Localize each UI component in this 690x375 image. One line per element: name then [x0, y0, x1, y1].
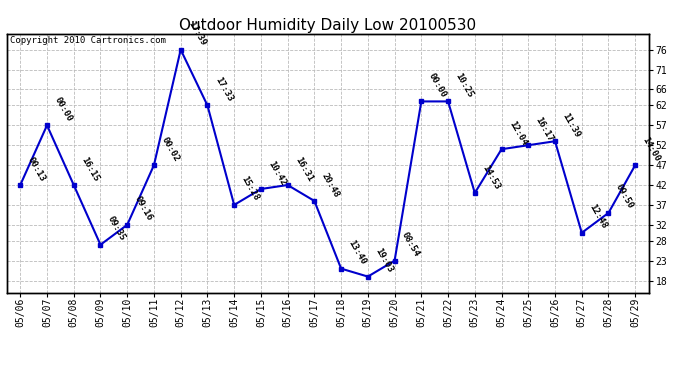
- Text: 17:33: 17:33: [213, 75, 234, 103]
- Text: 13:40: 13:40: [346, 238, 368, 267]
- Text: 00:00: 00:00: [427, 72, 448, 99]
- Text: 19:03: 19:03: [373, 247, 395, 274]
- Text: 09:16: 09:16: [132, 195, 154, 223]
- Text: 15:28: 15:28: [239, 175, 261, 203]
- Text: 14:00: 14:00: [641, 135, 662, 163]
- Text: 12:04: 12:04: [507, 119, 529, 147]
- Text: 14:53: 14:53: [480, 163, 502, 191]
- Text: 16:15: 16:15: [79, 155, 101, 183]
- Text: 20:48: 20:48: [320, 171, 341, 199]
- Text: Copyright 2010 Cartronics.com: Copyright 2010 Cartronics.com: [10, 36, 166, 45]
- Text: 16:31: 16:31: [293, 155, 315, 183]
- Text: 12:48: 12:48: [587, 203, 609, 231]
- Title: Outdoor Humidity Daily Low 20100530: Outdoor Humidity Daily Low 20100530: [179, 18, 476, 33]
- Text: 09:50: 09:50: [614, 183, 635, 211]
- Text: 09:35: 09:35: [106, 215, 127, 243]
- Text: 10:25: 10:25: [453, 72, 475, 99]
- Text: 10:42: 10:42: [266, 159, 288, 187]
- Text: 00:00: 00:00: [52, 95, 74, 123]
- Text: 00:02: 00:02: [159, 135, 181, 163]
- Text: 16:17: 16:17: [534, 115, 555, 143]
- Text: 00:13: 00:13: [26, 155, 47, 183]
- Text: 08:54: 08:54: [400, 231, 422, 258]
- Text: 17:39: 17:39: [186, 20, 208, 48]
- Text: 11:39: 11:39: [560, 111, 582, 139]
